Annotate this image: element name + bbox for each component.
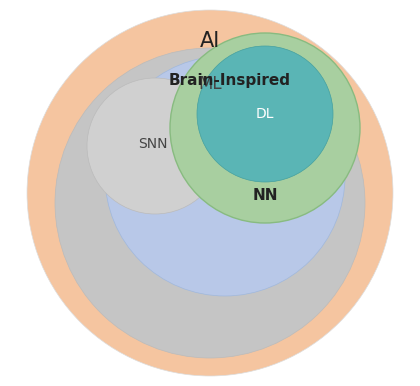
Text: SNN: SNN: [138, 137, 168, 151]
Circle shape: [105, 56, 345, 296]
Circle shape: [170, 33, 360, 223]
Text: ML: ML: [198, 75, 222, 93]
Circle shape: [197, 46, 333, 182]
Text: Brain-Inspired: Brain-Inspired: [169, 73, 291, 88]
Text: NN: NN: [252, 188, 278, 203]
Circle shape: [87, 78, 223, 214]
Text: DL: DL: [256, 107, 274, 121]
Circle shape: [55, 48, 365, 358]
Text: AI: AI: [200, 31, 220, 51]
Circle shape: [27, 10, 393, 376]
